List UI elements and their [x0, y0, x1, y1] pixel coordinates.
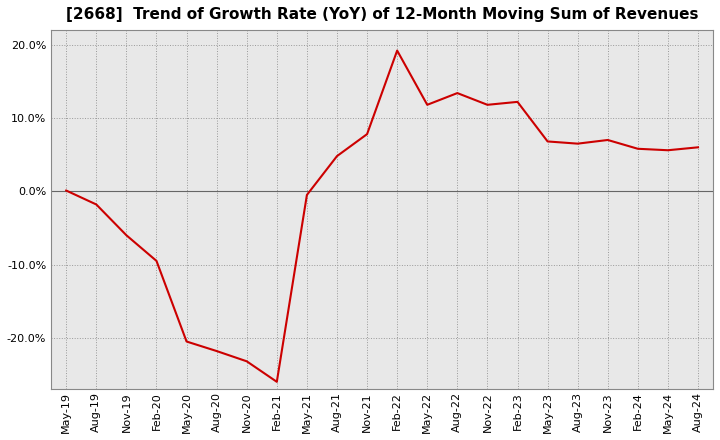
- Title: [2668]  Trend of Growth Rate (YoY) of 12-Month Moving Sum of Revenues: [2668] Trend of Growth Rate (YoY) of 12-…: [66, 7, 698, 22]
